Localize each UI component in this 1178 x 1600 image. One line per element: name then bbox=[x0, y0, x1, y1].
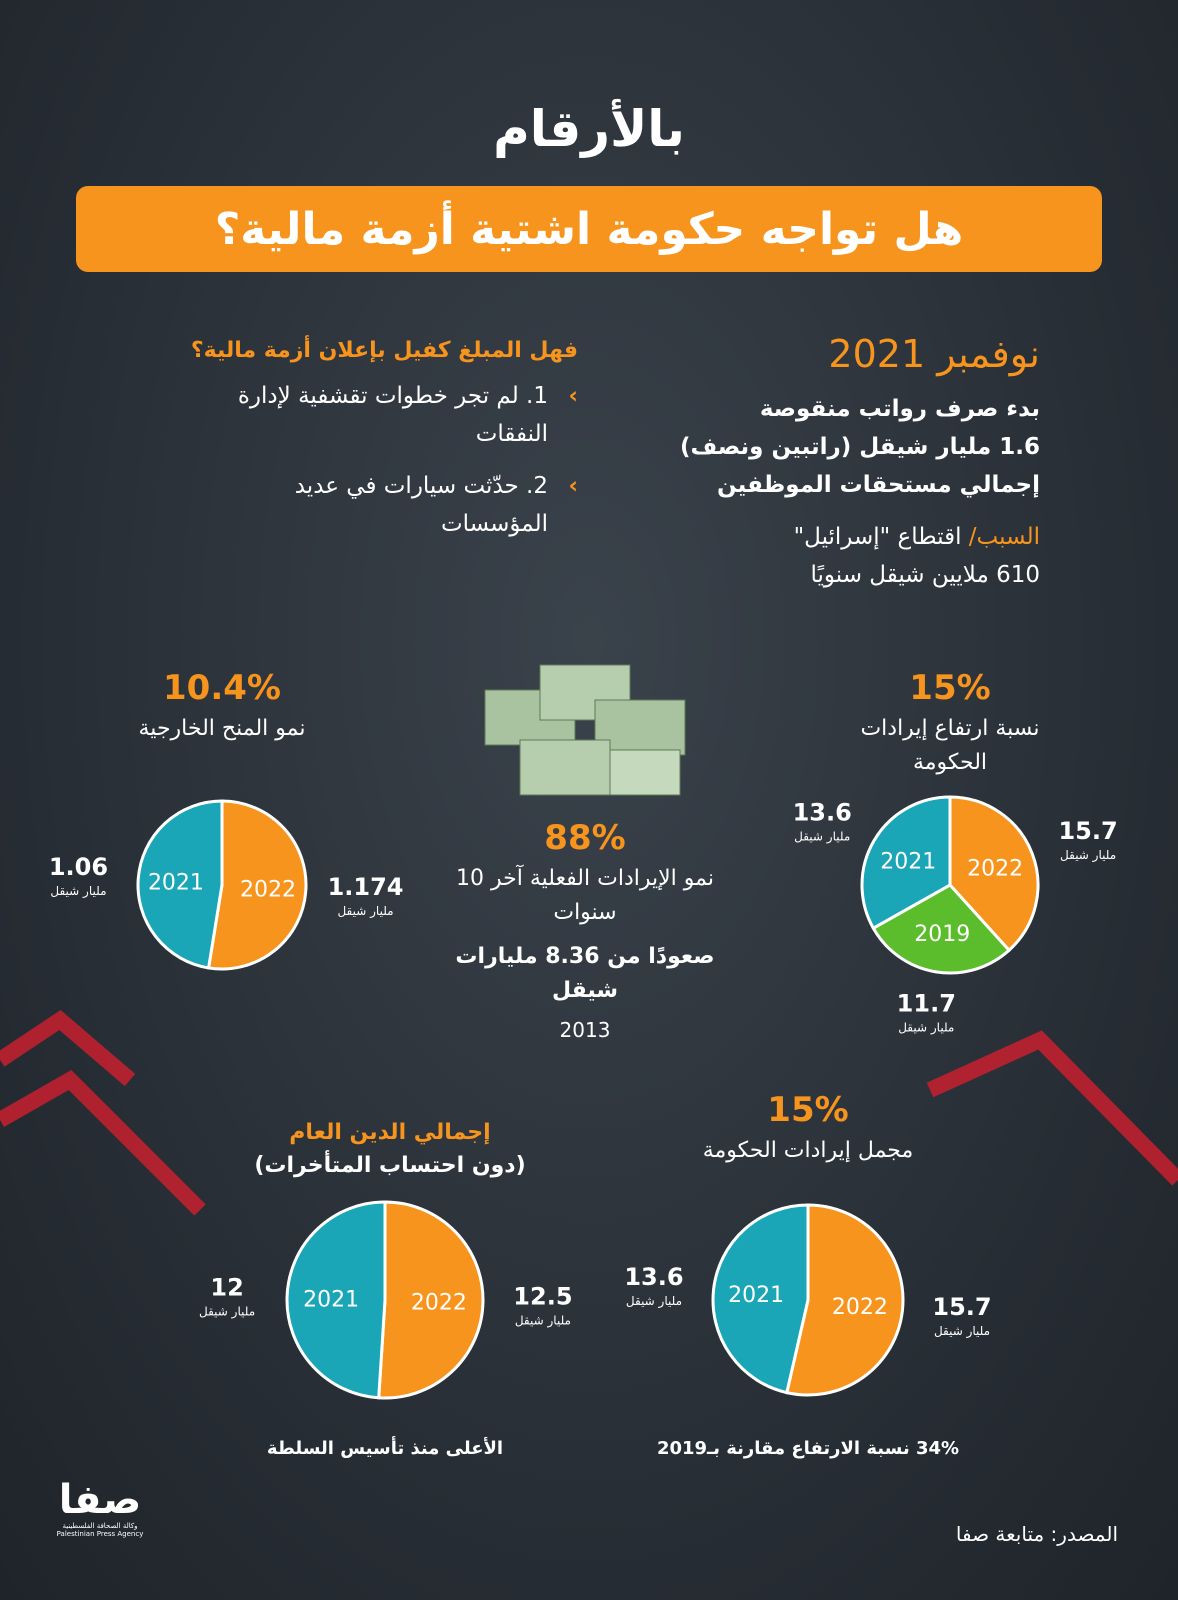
heading: فهل المبلغ كفيل بإعلان أزمة مالية؟ bbox=[190, 338, 578, 363]
november-block: نوفمبر 2021 بدء صرف رواتب منقوصة 1.6 ملي… bbox=[610, 332, 1040, 594]
slice-year: 2021 bbox=[728, 1283, 784, 1308]
slice-unit: مليار شيقل bbox=[1060, 848, 1116, 863]
slice-value: 11.7 bbox=[897, 989, 956, 1017]
chart-head: 10.4% نمو المنح الخارجية bbox=[72, 668, 372, 746]
slice-value: 13.6 bbox=[793, 798, 852, 826]
reason-label: السبب/ bbox=[968, 524, 1040, 550]
slice-unit: مليار شيقل bbox=[626, 1294, 682, 1309]
reason: اقتطاع "إسرائيل" bbox=[793, 524, 962, 550]
slice-year: 2022 bbox=[967, 857, 1023, 882]
pie-slice bbox=[711, 1203, 810, 1395]
center-block: 88% نمو الإيرادات الفعلية آخر 10 سنوات ص… bbox=[440, 818, 730, 1042]
pie-slice bbox=[136, 799, 224, 970]
pie-slice bbox=[860, 795, 952, 931]
pie-slice bbox=[206, 799, 308, 971]
caption: نمو المنح الخارجية bbox=[138, 716, 306, 741]
pie-slice bbox=[871, 883, 1012, 975]
slice-year: 2021 bbox=[148, 870, 204, 895]
line: 1.6 مليار شيقل (راتبين ونصف) bbox=[679, 434, 1040, 460]
line: بدء صرف رواتب منقوصة bbox=[759, 396, 1040, 422]
slice-unit: مليار شيقل bbox=[515, 1313, 571, 1328]
decor-arrows bbox=[0, 1009, 1178, 1216]
slice-unit: مليار شيقل bbox=[337, 904, 393, 919]
slice-value: 12 bbox=[210, 1274, 243, 1302]
agency-ar: وكالة الصحافة الفلسطينية bbox=[62, 1522, 138, 1530]
source: المصدر: متابعة صفا bbox=[955, 1522, 1118, 1546]
caption: (دون احتساب المتأخرات) bbox=[254, 1153, 526, 1178]
slice-value: 15.7 bbox=[1058, 817, 1117, 845]
headline: 10.4% bbox=[163, 668, 281, 708]
slice-year: 2021 bbox=[303, 1287, 359, 1312]
headline: 15% bbox=[909, 668, 991, 708]
chart-head: 15% نسبة ارتفاع إيرادات الحكومة bbox=[800, 668, 1100, 780]
footnote: الأعلى منذ تأسيس السلطة bbox=[266, 1438, 504, 1459]
slice-value: 15.7 bbox=[932, 1293, 991, 1321]
pie-slice bbox=[948, 795, 1040, 953]
decor-money bbox=[484, 664, 686, 796]
line: نمو الإيرادات الفعلية آخر 10 سنوات bbox=[456, 866, 714, 925]
question-block: فهل المبلغ كفيل بإعلان أزمة مالية؟ 1. لم… bbox=[138, 338, 578, 557]
slice-value: 1.06 bbox=[49, 853, 108, 881]
caption: مجمل إيرادات الحكومة bbox=[702, 1138, 914, 1163]
point: 2. حدّثت سيارات في عديد المؤسسات bbox=[188, 467, 578, 543]
line: إجمالي مستحقات الموظفين bbox=[716, 472, 1040, 498]
title-banner: هل تواجه حكومة اشتية أزمة مالية؟ bbox=[76, 186, 1102, 272]
pie-slice bbox=[285, 1200, 387, 1400]
footnote: 34% نسبة الارتفاع مقارنة بـ2019 bbox=[656, 1438, 960, 1459]
headline: إجمالي الدين العام bbox=[289, 1120, 491, 1145]
slice-unit: مليار شيقل bbox=[934, 1324, 990, 1339]
logo-text: صفا bbox=[58, 1477, 142, 1523]
slice-year: 2022 bbox=[832, 1295, 888, 1320]
chart-head: إجمالي الدين العام (دون احتساب المتأخرات) bbox=[240, 1120, 540, 1183]
slice-unit: مليار شيقل bbox=[898, 1020, 954, 1035]
pie-slice bbox=[784, 1203, 905, 1397]
headline: 15% bbox=[767, 1090, 849, 1130]
pie-slice bbox=[377, 1200, 485, 1400]
headline: 88% bbox=[544, 818, 626, 858]
line: صعودًا من 8.36 مليارات شيقل bbox=[455, 944, 715, 1003]
slice-year: 2019 bbox=[914, 922, 970, 947]
caption: نسبة ارتفاع إيرادات الحكومة bbox=[860, 716, 1040, 775]
slice-year: 2022 bbox=[240, 878, 296, 903]
point: 1. لم تجر خطوات تقشفية لإدارة النفقات bbox=[188, 377, 578, 453]
year: 2013 bbox=[559, 1018, 611, 1042]
slice-unit: مليار شيقل bbox=[50, 884, 106, 899]
chart-head: 15% مجمل إيرادات الحكومة bbox=[658, 1090, 958, 1168]
slice-year: 2022 bbox=[411, 1291, 467, 1316]
slice-unit: مليار شيقل bbox=[199, 1305, 255, 1320]
title: هل تواجه حكومة اشتية أزمة مالية؟ bbox=[214, 203, 964, 255]
slice-year: 2021 bbox=[880, 850, 936, 875]
reason-amount: 610 ملايين شيقل سنويًا bbox=[810, 562, 1040, 588]
heading: نوفمبر 2021 bbox=[828, 332, 1040, 376]
logo: صفا وكالة الصحافة الفلسطينية Palestinian… bbox=[50, 1478, 150, 1538]
slice-value: 12.5 bbox=[513, 1282, 572, 1310]
slice-value: 1.174 bbox=[328, 873, 404, 901]
kicker: بالأرقام bbox=[493, 100, 685, 158]
slice-value: 13.6 bbox=[624, 1263, 683, 1291]
slice-unit: مليار شيقل bbox=[794, 829, 850, 844]
agency-en: Palestinian Press Agency bbox=[56, 1530, 144, 1538]
